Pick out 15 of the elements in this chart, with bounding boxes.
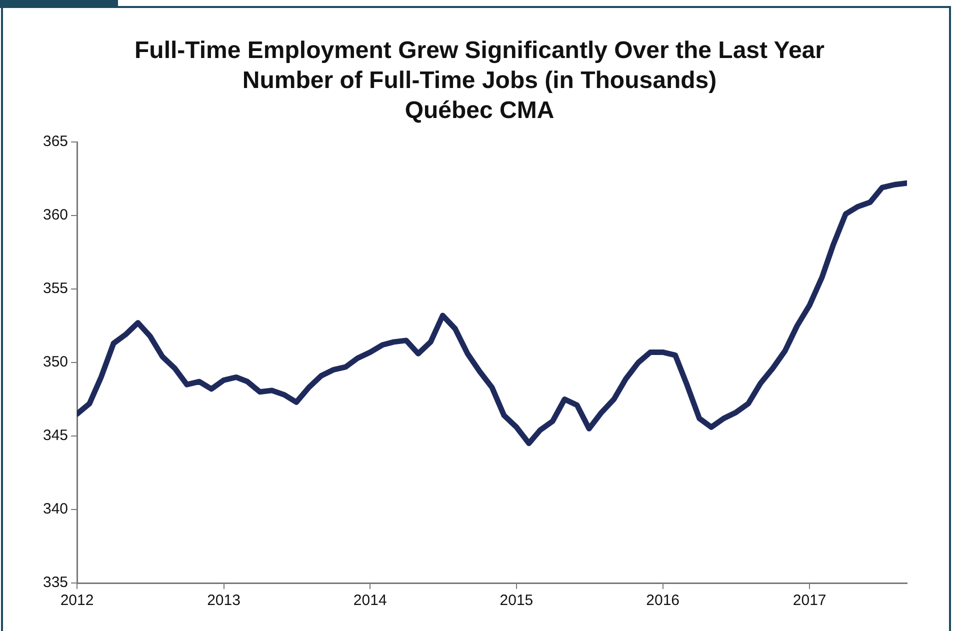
y-tick-label: 360 bbox=[42, 206, 68, 224]
y-tick-label: 350 bbox=[42, 354, 68, 371]
y-tick-label: 355 bbox=[42, 280, 68, 298]
x-tick-label: 2014 bbox=[353, 592, 387, 610]
x-tick-label: 2012 bbox=[60, 592, 94, 610]
x-tick-label: 2016 bbox=[646, 592, 680, 610]
chart-title: Full-Time Employment Grew Significantly Over the Last Year bbox=[134, 36, 826, 66]
y-tick-label: 365 bbox=[42, 133, 68, 150]
y-tick-label: 335 bbox=[42, 574, 68, 592]
y-tick-label: 340 bbox=[42, 500, 68, 518]
x-tick-label: 2013 bbox=[207, 592, 240, 610]
x-tick-label: 2015 bbox=[500, 592, 534, 610]
y-tick-label: 345 bbox=[42, 427, 68, 444]
chart-subtitle: Number of Full-Time Jobs (in Thousands) Québec CMA bbox=[241, 66, 718, 126]
x-tick-label: 2017 bbox=[792, 592, 826, 610]
